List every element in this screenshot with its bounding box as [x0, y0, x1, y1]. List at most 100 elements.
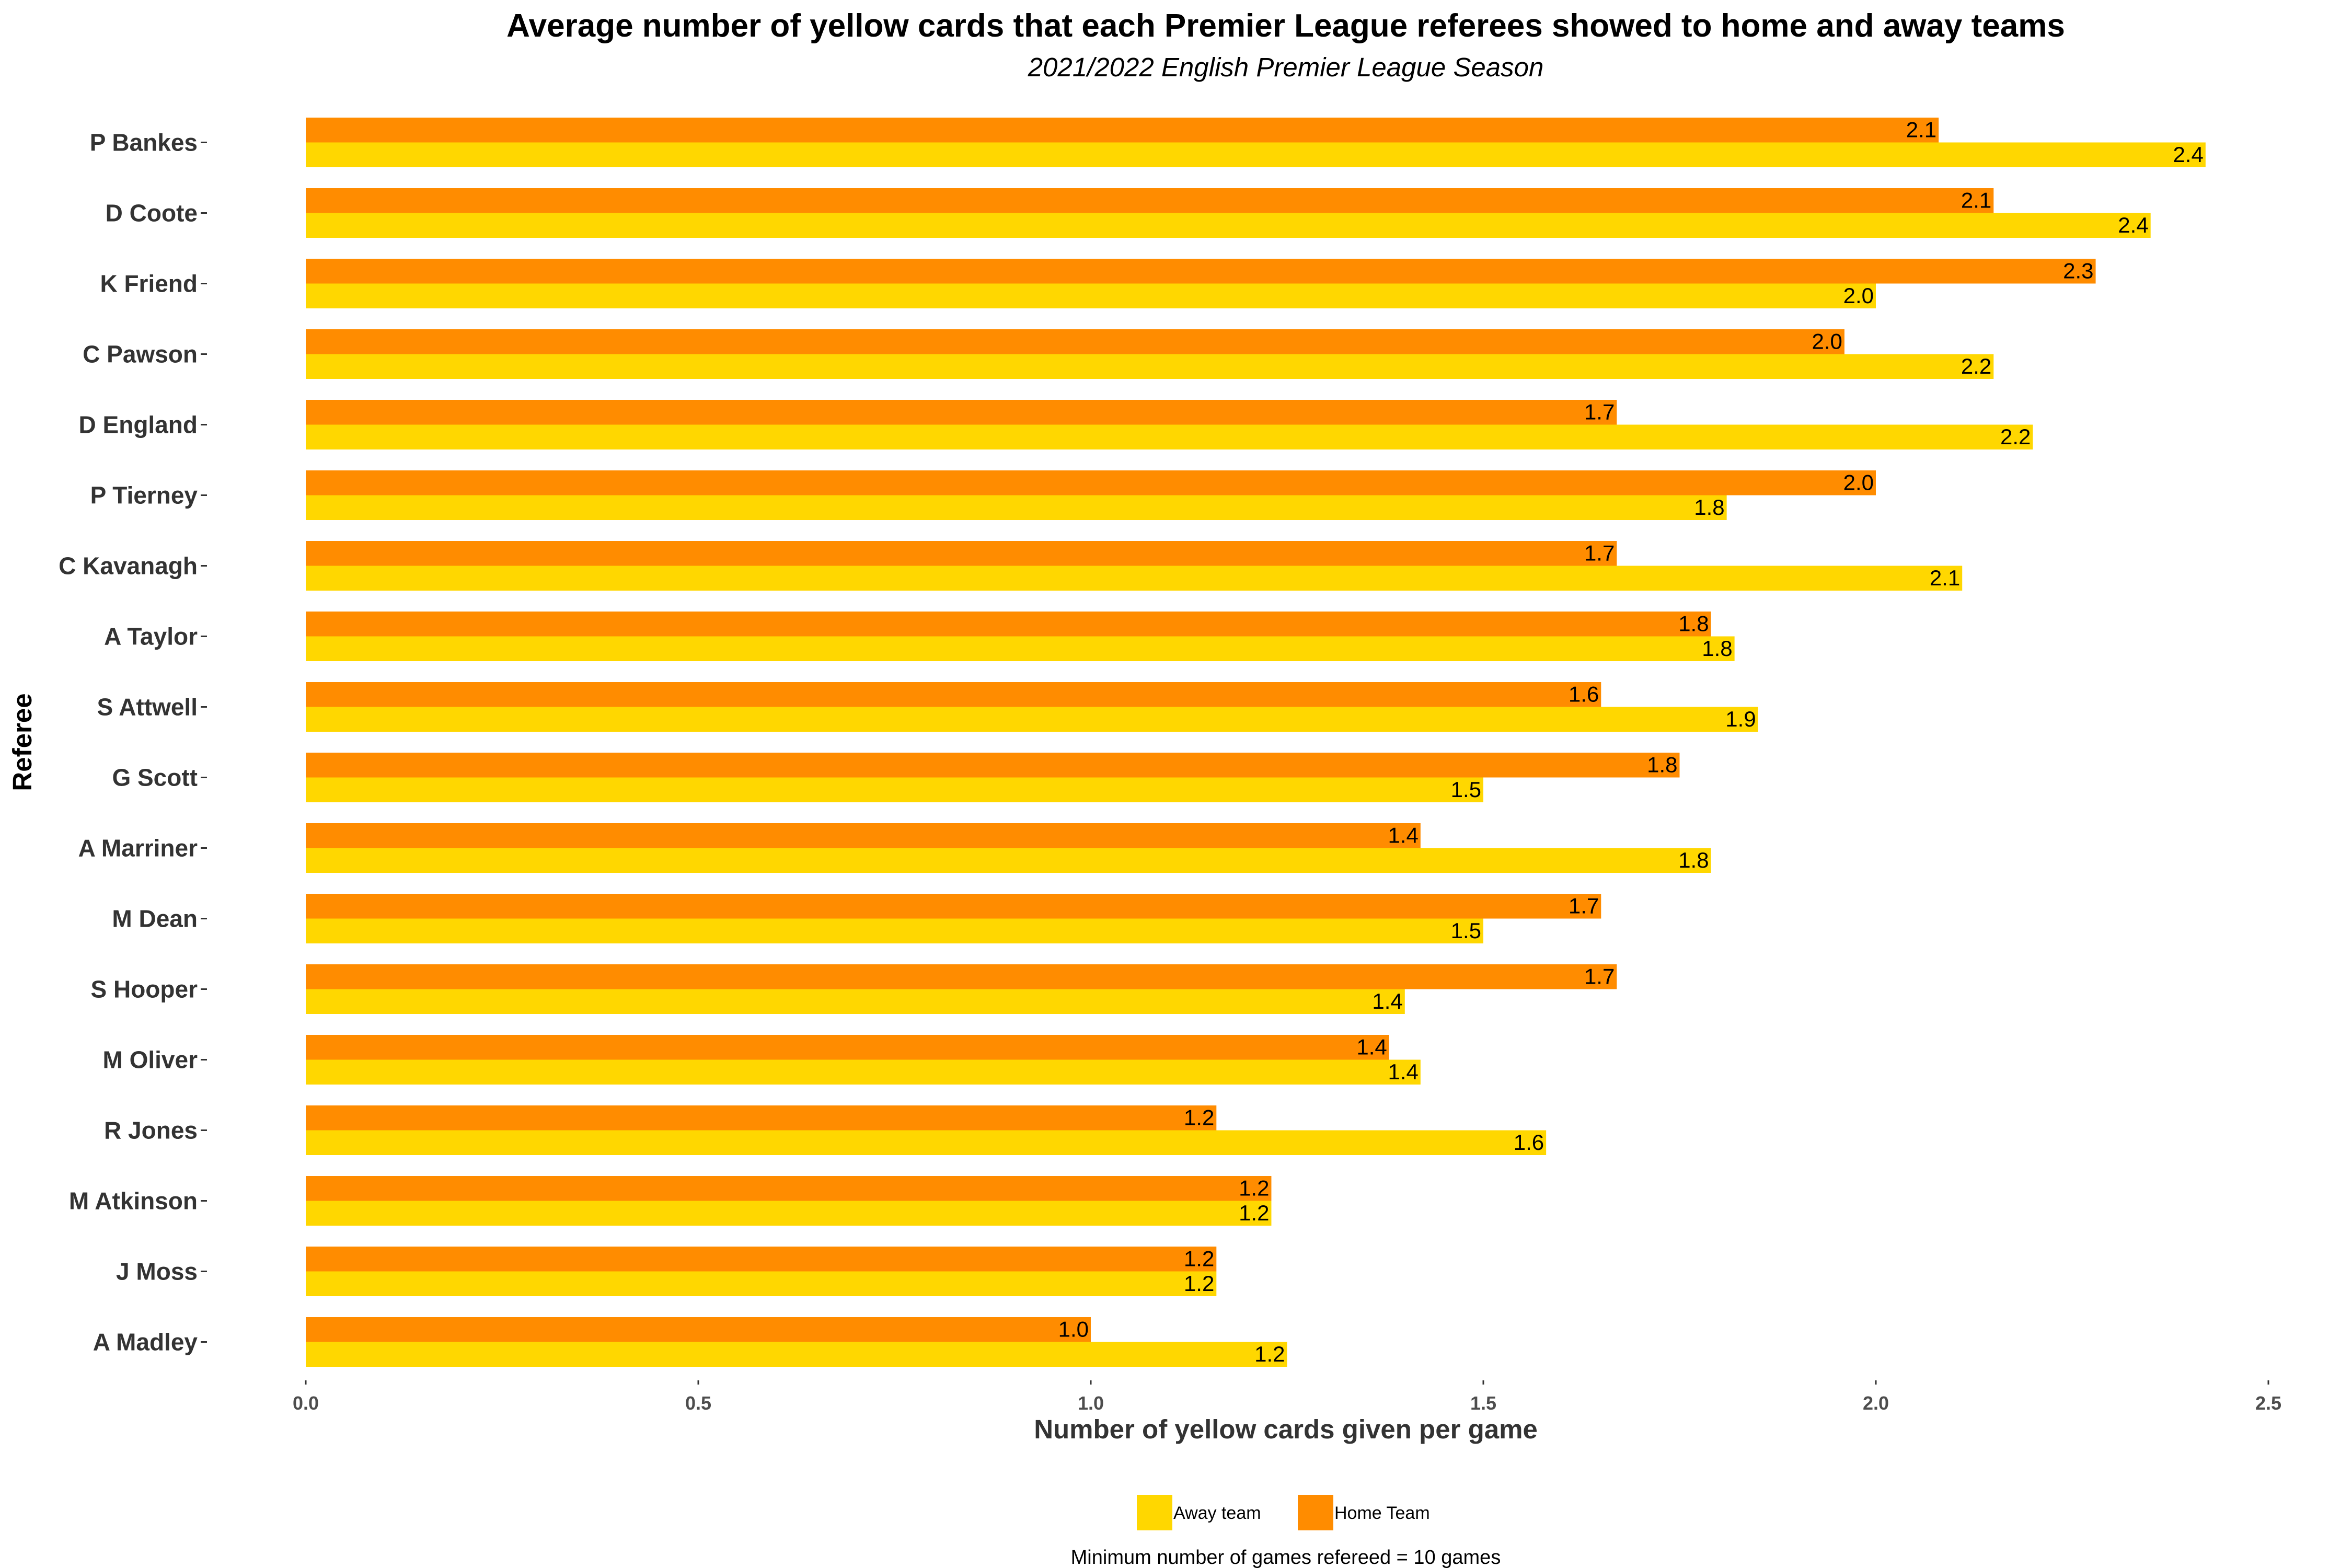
chart-subtitle: 2021/2022 English Premier League Season: [1028, 52, 1544, 82]
legend-label-home-team: Home Team: [1334, 1503, 1430, 1523]
bar-away-m-atkinson: [306, 1201, 1272, 1226]
bar-home-a-madley: [306, 1317, 1091, 1342]
x-tick-label-3: 1.5: [1470, 1392, 1496, 1414]
y-tick-label-r-jones: R Jones: [104, 1117, 198, 1144]
data-label-home-m-atkinson: 1.2: [1239, 1176, 1269, 1201]
x-axis-label: Number of yellow cards given per game: [1034, 1414, 1538, 1444]
data-label-home-d-england: 1.7: [1584, 400, 1615, 424]
bar-away-a-taylor: [306, 636, 1735, 661]
data-label-away-a-taylor: 1.8: [1702, 636, 1732, 661]
y-tick-label-p-bankes: P Bankes: [90, 129, 198, 156]
y-tick-label-d-coote: D Coote: [106, 200, 198, 227]
data-label-away-m-dean: 1.5: [1451, 918, 1481, 943]
data-label-away-r-jones: 1.6: [1514, 1130, 1544, 1155]
data-label-away-k-friend: 2.0: [1843, 283, 1874, 308]
bar-home-a-taylor: [306, 612, 1711, 637]
data-label-home-d-coote: 2.1: [1961, 188, 1991, 213]
y-tick-label-g-scott: G Scott: [112, 764, 198, 791]
x-tick-label-2: 1.0: [1078, 1392, 1104, 1414]
data-label-home-m-oliver: 1.4: [1356, 1035, 1387, 1059]
bar-away-p-bankes: [306, 142, 2206, 167]
bar-home-s-attwell: [306, 682, 1601, 707]
x-tick-label-0: 0.0: [293, 1392, 319, 1414]
bar-home-c-pawson: [306, 329, 1844, 354]
y-tick-label-a-taylor: A Taylor: [104, 623, 198, 650]
bar-home-g-scott: [306, 753, 1680, 778]
data-label-away-d-england: 2.2: [2000, 424, 2031, 449]
y-tick-label-k-friend: K Friend: [100, 270, 198, 297]
bars-layer: 2.12.42.12.42.32.02.02.21.72.22.01.81.72…: [306, 118, 2206, 1367]
data-label-home-a-madley: 1.0: [1058, 1317, 1089, 1342]
bar-home-j-moss: [306, 1247, 1217, 1272]
y-tick-label-c-pawson: C Pawson: [83, 341, 198, 368]
y-tick-label-c-kavanagh: C Kavanagh: [59, 552, 198, 580]
y-tick-label-m-dean: M Dean: [112, 905, 198, 932]
y-axis-label: Referee: [7, 693, 37, 791]
bar-away-s-attwell: [306, 707, 1758, 732]
bar-away-j-moss: [306, 1271, 1217, 1296]
bar-away-a-marriner: [306, 848, 1711, 873]
y-tick-label-s-attwell: S Attwell: [97, 694, 198, 721]
data-label-away-d-coote: 2.4: [2118, 213, 2148, 237]
bar-home-s-hooper: [306, 964, 1617, 989]
chart-title: Average number of yellow cards that each…: [506, 8, 2065, 44]
bar-home-m-dean: [306, 894, 1601, 919]
bar-home-p-tierney: [306, 470, 1876, 495]
bar-away-r-jones: [306, 1130, 1547, 1155]
bar-away-c-kavanagh: [306, 566, 1963, 591]
bar-away-c-pawson: [306, 354, 1994, 379]
bar-away-m-dean: [306, 918, 1483, 943]
bar-home-c-kavanagh: [306, 541, 1617, 566]
data-label-away-j-moss: 1.2: [1184, 1271, 1214, 1296]
data-label-home-r-jones: 1.2: [1184, 1105, 1214, 1130]
data-label-away-m-oliver: 1.4: [1388, 1059, 1418, 1084]
bar-home-r-jones: [306, 1105, 1217, 1131]
y-axis: P Bankes D Coote K Friend C Pawson D England…: [59, 129, 207, 1356]
data-label-home-c-pawson: 2.0: [1812, 329, 1842, 354]
y-tick-label-s-hooper: S Hooper: [91, 976, 198, 1003]
x-tick-label-4: 2.0: [1863, 1392, 1889, 1414]
y-tick-label-a-marriner: A Marriner: [78, 835, 198, 862]
y-tick-label-a-madley: A Madley: [93, 1329, 198, 1356]
x-tick-label-5: 2.5: [2255, 1392, 2281, 1414]
y-tick-label-d-england: D England: [79, 411, 198, 439]
legend: Away team Home Team: [1137, 1495, 1430, 1530]
bar-away-p-tierney: [306, 495, 1727, 520]
bar-home-d-coote: [306, 188, 1994, 213]
data-label-away-s-hooper: 1.4: [1372, 989, 1402, 1013]
bar-away-m-oliver: [306, 1059, 1421, 1085]
bar-home-m-atkinson: [306, 1176, 1272, 1201]
legend-swatch-away-team: [1137, 1495, 1172, 1530]
data-label-home-p-tierney: 2.0: [1843, 470, 1874, 495]
bar-away-d-england: [306, 424, 2033, 449]
data-label-away-p-bankes: 2.4: [2173, 142, 2203, 167]
data-label-home-p-bankes: 2.1: [1906, 118, 1936, 142]
data-label-away-p-tierney: 1.8: [1694, 495, 1724, 520]
bar-away-s-hooper: [306, 989, 1405, 1014]
data-label-home-s-hooper: 1.7: [1584, 964, 1615, 989]
y-tick-label-p-tierney: P Tierney: [90, 482, 198, 509]
data-label-away-c-pawson: 2.2: [1961, 354, 1991, 378]
bar-home-a-marriner: [306, 823, 1421, 848]
data-label-away-c-kavanagh: 2.1: [1930, 566, 1960, 590]
bar-away-d-coote: [306, 213, 2151, 238]
data-label-home-m-dean: 1.7: [1569, 894, 1599, 918]
y-tick-label-m-atkinson: M Atkinson: [69, 1187, 198, 1215]
data-label-away-a-marriner: 1.8: [1678, 848, 1709, 872]
bar-away-g-scott: [306, 777, 1483, 802]
data-label-away-a-madley: 1.2: [1254, 1342, 1285, 1366]
data-label-home-a-taylor: 1.8: [1678, 612, 1709, 636]
bar-away-a-madley: [306, 1342, 1287, 1367]
legend-swatch-home-team: [1298, 1495, 1333, 1530]
data-label-home-k-friend: 2.3: [2063, 259, 2093, 283]
data-label-home-g-scott: 1.8: [1647, 753, 1677, 777]
y-tick-label-m-oliver: M Oliver: [102, 1046, 198, 1074]
data-label-home-s-attwell: 1.6: [1569, 682, 1599, 707]
bar-home-k-friend: [306, 259, 2096, 284]
data-label-home-a-marriner: 1.4: [1388, 823, 1418, 848]
legend-label-away-team: Away team: [1173, 1503, 1261, 1523]
x-axis: 0.0 0.5 1.0 1.5 2.0 2.5: [293, 1380, 2281, 1414]
data-label-away-s-attwell: 1.9: [1725, 707, 1756, 731]
chart-caption: Minimum number of games refereed = 10 ga…: [1071, 1547, 1501, 1568]
